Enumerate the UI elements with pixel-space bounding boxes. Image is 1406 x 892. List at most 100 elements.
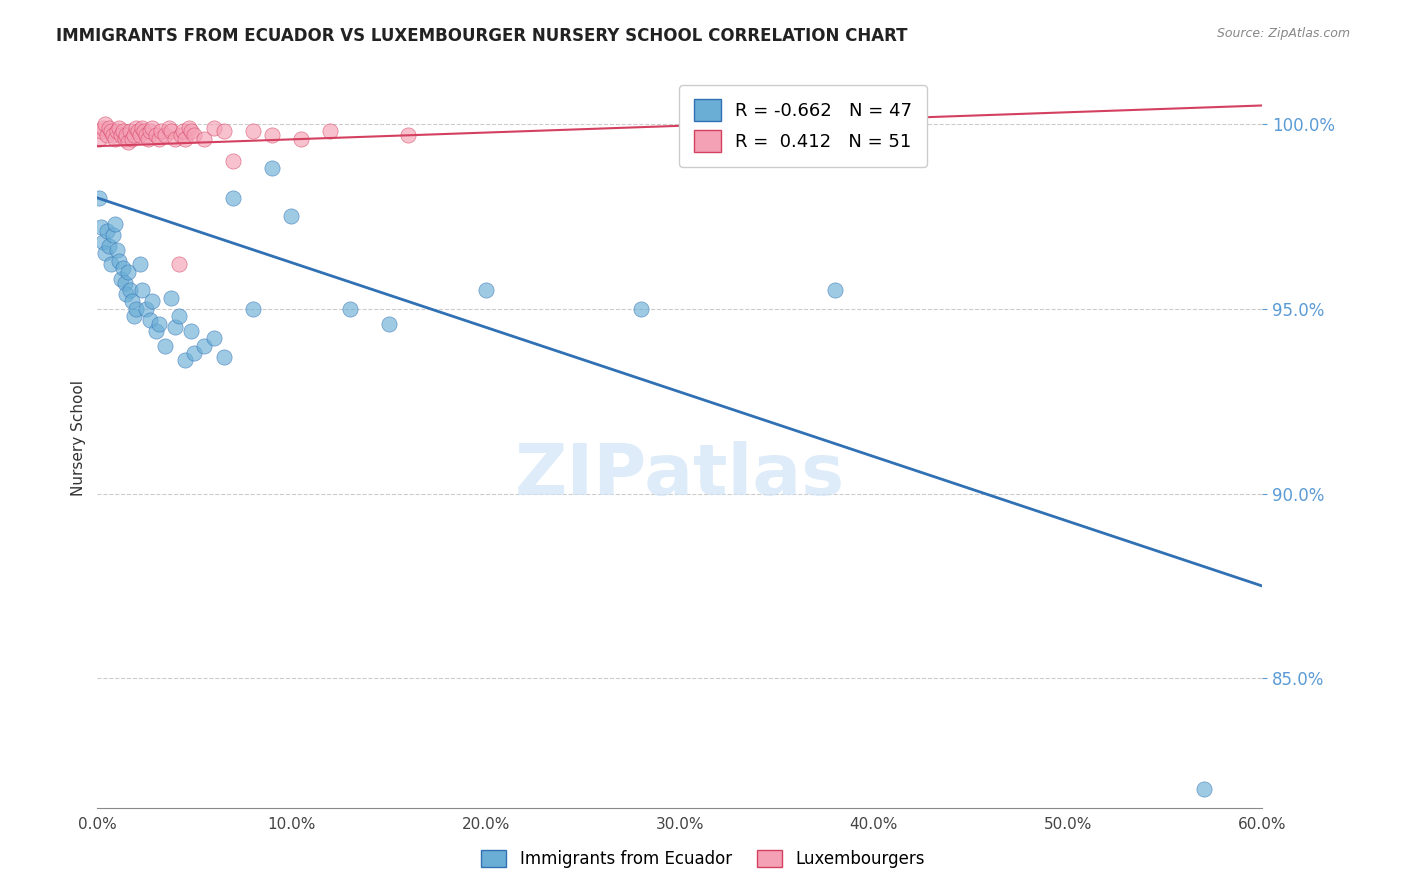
Text: IMMIGRANTS FROM ECUADOR VS LUXEMBOURGER NURSERY SCHOOL CORRELATION CHART: IMMIGRANTS FROM ECUADOR VS LUXEMBOURGER …: [56, 27, 908, 45]
Y-axis label: Nursery School: Nursery School: [72, 380, 86, 496]
Point: [98, 239, 121, 253]
Point: [125, 120, 148, 135]
Point: [127, 124, 149, 138]
Point: [90, 220, 112, 235]
Point: [160, 291, 183, 305]
Point: [117, 265, 139, 279]
Point: [107, 120, 129, 135]
Point: [117, 136, 139, 150]
Point: [173, 353, 195, 368]
Point: [91, 235, 114, 250]
Point: [89, 191, 111, 205]
Point: [167, 309, 190, 323]
Point: [101, 128, 124, 142]
Point: [280, 210, 302, 224]
Point: [125, 301, 148, 316]
Point: [96, 224, 118, 238]
Point: [105, 124, 128, 138]
Point: [193, 339, 215, 353]
Point: [135, 301, 157, 316]
Point: [150, 124, 173, 138]
Point: [111, 261, 134, 276]
Text: ZIPatlas: ZIPatlas: [515, 441, 845, 509]
Point: [120, 124, 142, 138]
Point: [139, 124, 162, 138]
Point: [222, 191, 245, 205]
Point: [122, 128, 145, 142]
Point: [120, 283, 142, 297]
Point: [145, 128, 167, 142]
Point: [100, 257, 122, 271]
Point: [101, 227, 124, 242]
Point: [105, 243, 128, 257]
Point: [129, 128, 152, 142]
Point: [163, 320, 186, 334]
Point: [90, 124, 112, 138]
Point: [212, 124, 235, 138]
Point: [129, 257, 152, 271]
Point: [163, 132, 186, 146]
Point: [319, 124, 342, 138]
Point: [114, 276, 136, 290]
Point: [290, 132, 312, 146]
Point: [136, 132, 159, 146]
Point: [104, 132, 127, 146]
Point: [94, 246, 117, 260]
Point: [155, 128, 177, 142]
Point: [135, 128, 157, 142]
Legend: R = -0.662   N = 47, R =  0.412   N = 51: R = -0.662 N = 47, R = 0.412 N = 51: [679, 85, 927, 167]
Point: [377, 317, 399, 331]
Point: [396, 128, 419, 142]
Point: [89, 132, 111, 146]
Point: [104, 217, 127, 231]
Point: [121, 132, 143, 146]
Point: [145, 324, 167, 338]
Point: [824, 283, 846, 297]
Point: [170, 128, 193, 142]
Point: [242, 124, 264, 138]
Point: [94, 117, 117, 131]
Point: [100, 124, 122, 138]
Point: [148, 317, 170, 331]
Point: [141, 120, 163, 135]
Point: [110, 272, 132, 286]
Point: [172, 124, 194, 138]
Point: [96, 128, 118, 142]
Point: [114, 132, 136, 146]
Point: [1192, 782, 1215, 797]
Point: [121, 294, 143, 309]
Point: [107, 253, 129, 268]
Point: [180, 124, 202, 138]
Point: [630, 301, 652, 316]
Legend: Immigrants from Ecuador, Luxembourgers: Immigrants from Ecuador, Luxembourgers: [475, 843, 931, 875]
Point: [242, 301, 264, 316]
Point: [183, 128, 205, 142]
Point: [474, 283, 496, 297]
Point: [183, 346, 205, 360]
Point: [111, 124, 134, 138]
Point: [139, 313, 162, 327]
Point: [193, 132, 215, 146]
Point: [132, 124, 155, 138]
Point: [260, 161, 283, 176]
Point: [155, 339, 177, 353]
Point: [222, 153, 245, 168]
Point: [115, 287, 138, 301]
Point: [202, 120, 225, 135]
Point: [212, 350, 235, 364]
Point: [122, 309, 145, 323]
Point: [141, 294, 163, 309]
Point: [260, 128, 283, 142]
Point: [98, 120, 121, 135]
Point: [167, 257, 190, 271]
Point: [177, 120, 200, 135]
Point: [339, 301, 361, 316]
Text: Source: ZipAtlas.com: Source: ZipAtlas.com: [1216, 27, 1350, 40]
Point: [160, 124, 183, 138]
Point: [115, 128, 138, 142]
Point: [157, 120, 180, 135]
Point: [202, 331, 225, 345]
Point: [148, 132, 170, 146]
Point: [131, 120, 153, 135]
Point: [173, 132, 195, 146]
